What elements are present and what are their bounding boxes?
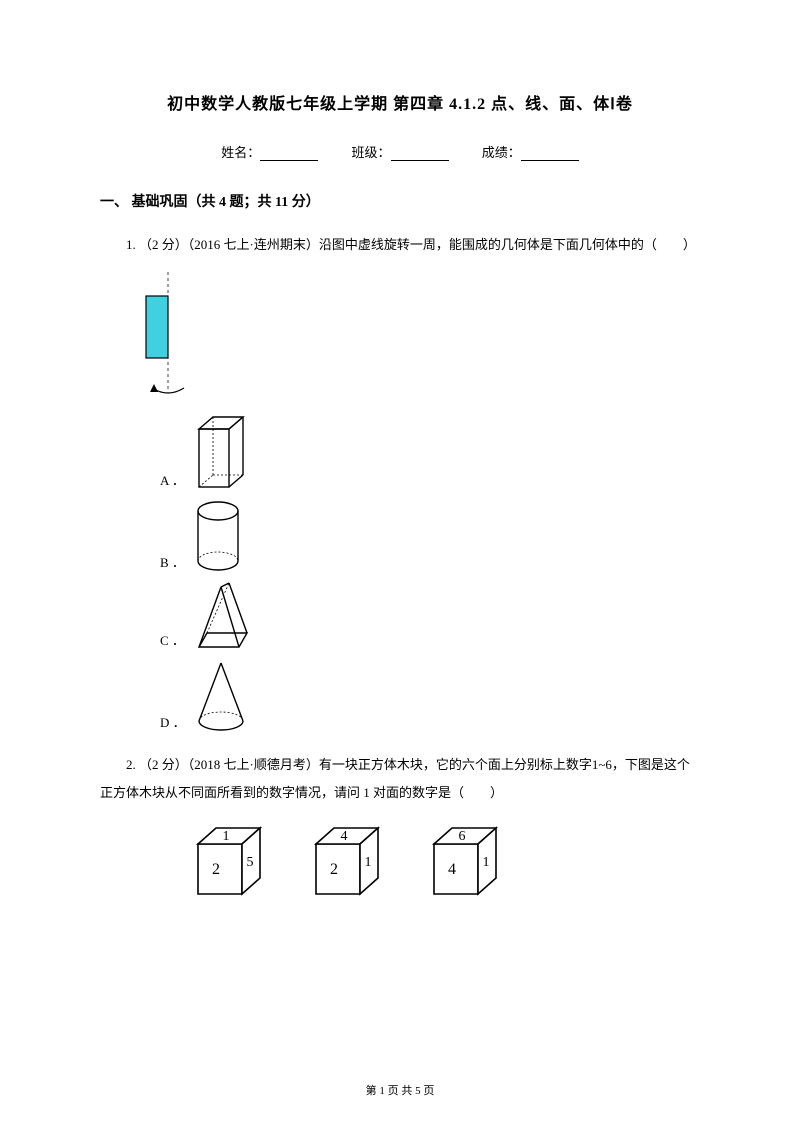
section-heading: 一、 基础巩固（共 4 题；共 11 分） (100, 191, 700, 211)
score-blank[interactable] (521, 147, 579, 161)
page-footer: 第 1 页 共 5 页 (0, 1082, 800, 1098)
cube-3: 6 4 1 (426, 822, 514, 902)
cuboid-icon (191, 413, 249, 493)
cube1-right: 5 (247, 855, 254, 870)
rotation-figure (128, 272, 700, 407)
cube-1: 1 2 5 (190, 822, 278, 902)
score-label: 成绩： (482, 145, 521, 160)
class-label: 班级： (351, 145, 390, 160)
cube2-front: 2 (330, 861, 338, 878)
cubes-row: 1 2 5 4 2 1 6 4 1 (190, 822, 700, 902)
cylinder-icon (191, 499, 245, 575)
cone-icon (192, 659, 250, 735)
cube-2: 4 2 1 (308, 822, 396, 902)
option-d[interactable]: D ． (160, 659, 700, 735)
question-2-text: 2. （2 分）（2018 七上·顺德月考）有一块正方体木块，它的六个面上分别标… (100, 751, 700, 808)
student-info-row: 姓名： 班级： 成绩： (100, 142, 700, 161)
option-a-label: A ． (160, 470, 185, 493)
cube1-front: 2 (212, 861, 220, 878)
cube1-top: 1 (223, 829, 230, 844)
cube3-top: 6 (459, 829, 466, 844)
question-1-text: 1. （2 分）（2016 七上·连州期末）沿图中虚线旋转一周，能围成的几何体是… (100, 231, 700, 260)
option-c[interactable]: C ． (160, 581, 700, 653)
prism-icon (191, 581, 253, 653)
class-blank[interactable] (391, 147, 449, 161)
cube3-right: 1 (483, 855, 490, 870)
option-b[interactable]: B ． (160, 499, 700, 575)
rotation-svg (128, 272, 193, 402)
name-label: 姓名： (221, 145, 260, 160)
cube2-right: 1 (365, 855, 372, 870)
option-a[interactable]: A ． (160, 413, 700, 493)
option-b-label: B ． (160, 552, 185, 575)
option-d-label: D ． (160, 712, 186, 735)
option-c-label: C ． (160, 630, 185, 653)
name-blank[interactable] (260, 147, 318, 161)
cube3-front: 4 (448, 861, 456, 878)
page-title: 初中数学人教版七年级上学期 第四章 4.1.2 点、线、面、体Ⅰ卷 (100, 90, 700, 114)
cube2-top: 4 (341, 829, 348, 844)
